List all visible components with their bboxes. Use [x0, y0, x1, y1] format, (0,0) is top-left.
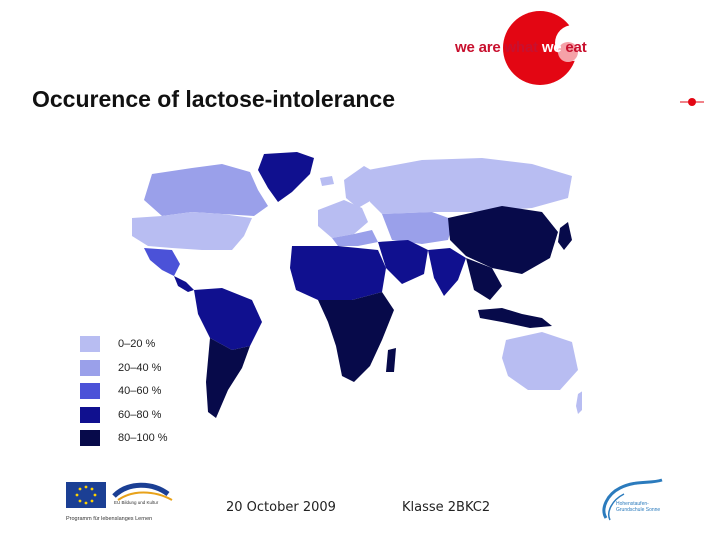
- eu-flag-icon: [66, 482, 173, 508]
- map-region-southeast-asia: [466, 258, 502, 300]
- map-region-south-america-north: [194, 288, 262, 350]
- map-region-australia: [502, 332, 578, 390]
- eu-program-line2: Programm für lebenslanges Lernen: [66, 516, 153, 522]
- wave-logo-icon: [602, 478, 663, 521]
- school-logo-text: Hohenstaufen- Grundschule Sonne: [616, 501, 661, 513]
- map-region-india: [428, 248, 466, 296]
- legend-label: 40–60 %: [118, 385, 162, 397]
- legend-swatch: [80, 336, 100, 352]
- slide-date: 20 October 2009: [226, 500, 336, 515]
- map-region-usa: [132, 212, 252, 250]
- logo-text: we are what we eat: [455, 39, 587, 56]
- school-logo: Hohenstaufen- Grundschule Sonne: [598, 474, 668, 522]
- red-crescent-logo-icon: [503, 11, 591, 85]
- we-are-what-we-eat-logo: we are what we eat: [448, 6, 618, 96]
- map-region-indonesia: [478, 308, 552, 328]
- map-region-madagascar: [386, 348, 396, 372]
- map-region-middle-east: [378, 240, 428, 284]
- legend-swatch: [80, 359, 100, 376]
- class-label: Klasse 2BKC2: [402, 500, 491, 515]
- legend-swatch: [80, 406, 100, 423]
- map-region-japan: [558, 222, 572, 250]
- map-region-russia: [368, 158, 572, 214]
- map-region-iceland: [320, 176, 334, 186]
- map-region-southern-europe: [332, 230, 378, 246]
- map-region-central-asia: [382, 212, 454, 244]
- mini-logo-icon: [680, 98, 704, 106]
- legend-swatch: [80, 430, 100, 446]
- eu-program-line1: EU Bildung und Kultur: [114, 500, 159, 505]
- legend-swatch: [80, 383, 100, 399]
- map-region-sub-saharan-africa: [318, 292, 394, 382]
- map-region-new-zealand: [576, 391, 582, 414]
- world-map: [132, 152, 582, 418]
- map-region-east-asia: [448, 206, 558, 274]
- map-region-western-europe: [318, 200, 368, 238]
- map-region-greenland: [258, 152, 314, 202]
- legend-label: 80–100 %: [118, 432, 168, 444]
- map-region-mexico: [144, 248, 180, 276]
- legend-label: 60–80 %: [118, 408, 162, 421]
- map-region-canada: [144, 164, 268, 216]
- map-region-north-africa: [290, 246, 386, 300]
- legend-label: 20–40 %: [118, 361, 162, 374]
- map-region-central-america: [174, 276, 194, 292]
- map-region-south-america-south: [206, 338, 250, 418]
- slide-title: Occurence of lactose-intolerance: [32, 86, 396, 112]
- eu-program-logo: EU Bildung und Kultur Programm für leben…: [62, 478, 210, 528]
- legend-label: 0–20 %: [118, 338, 156, 350]
